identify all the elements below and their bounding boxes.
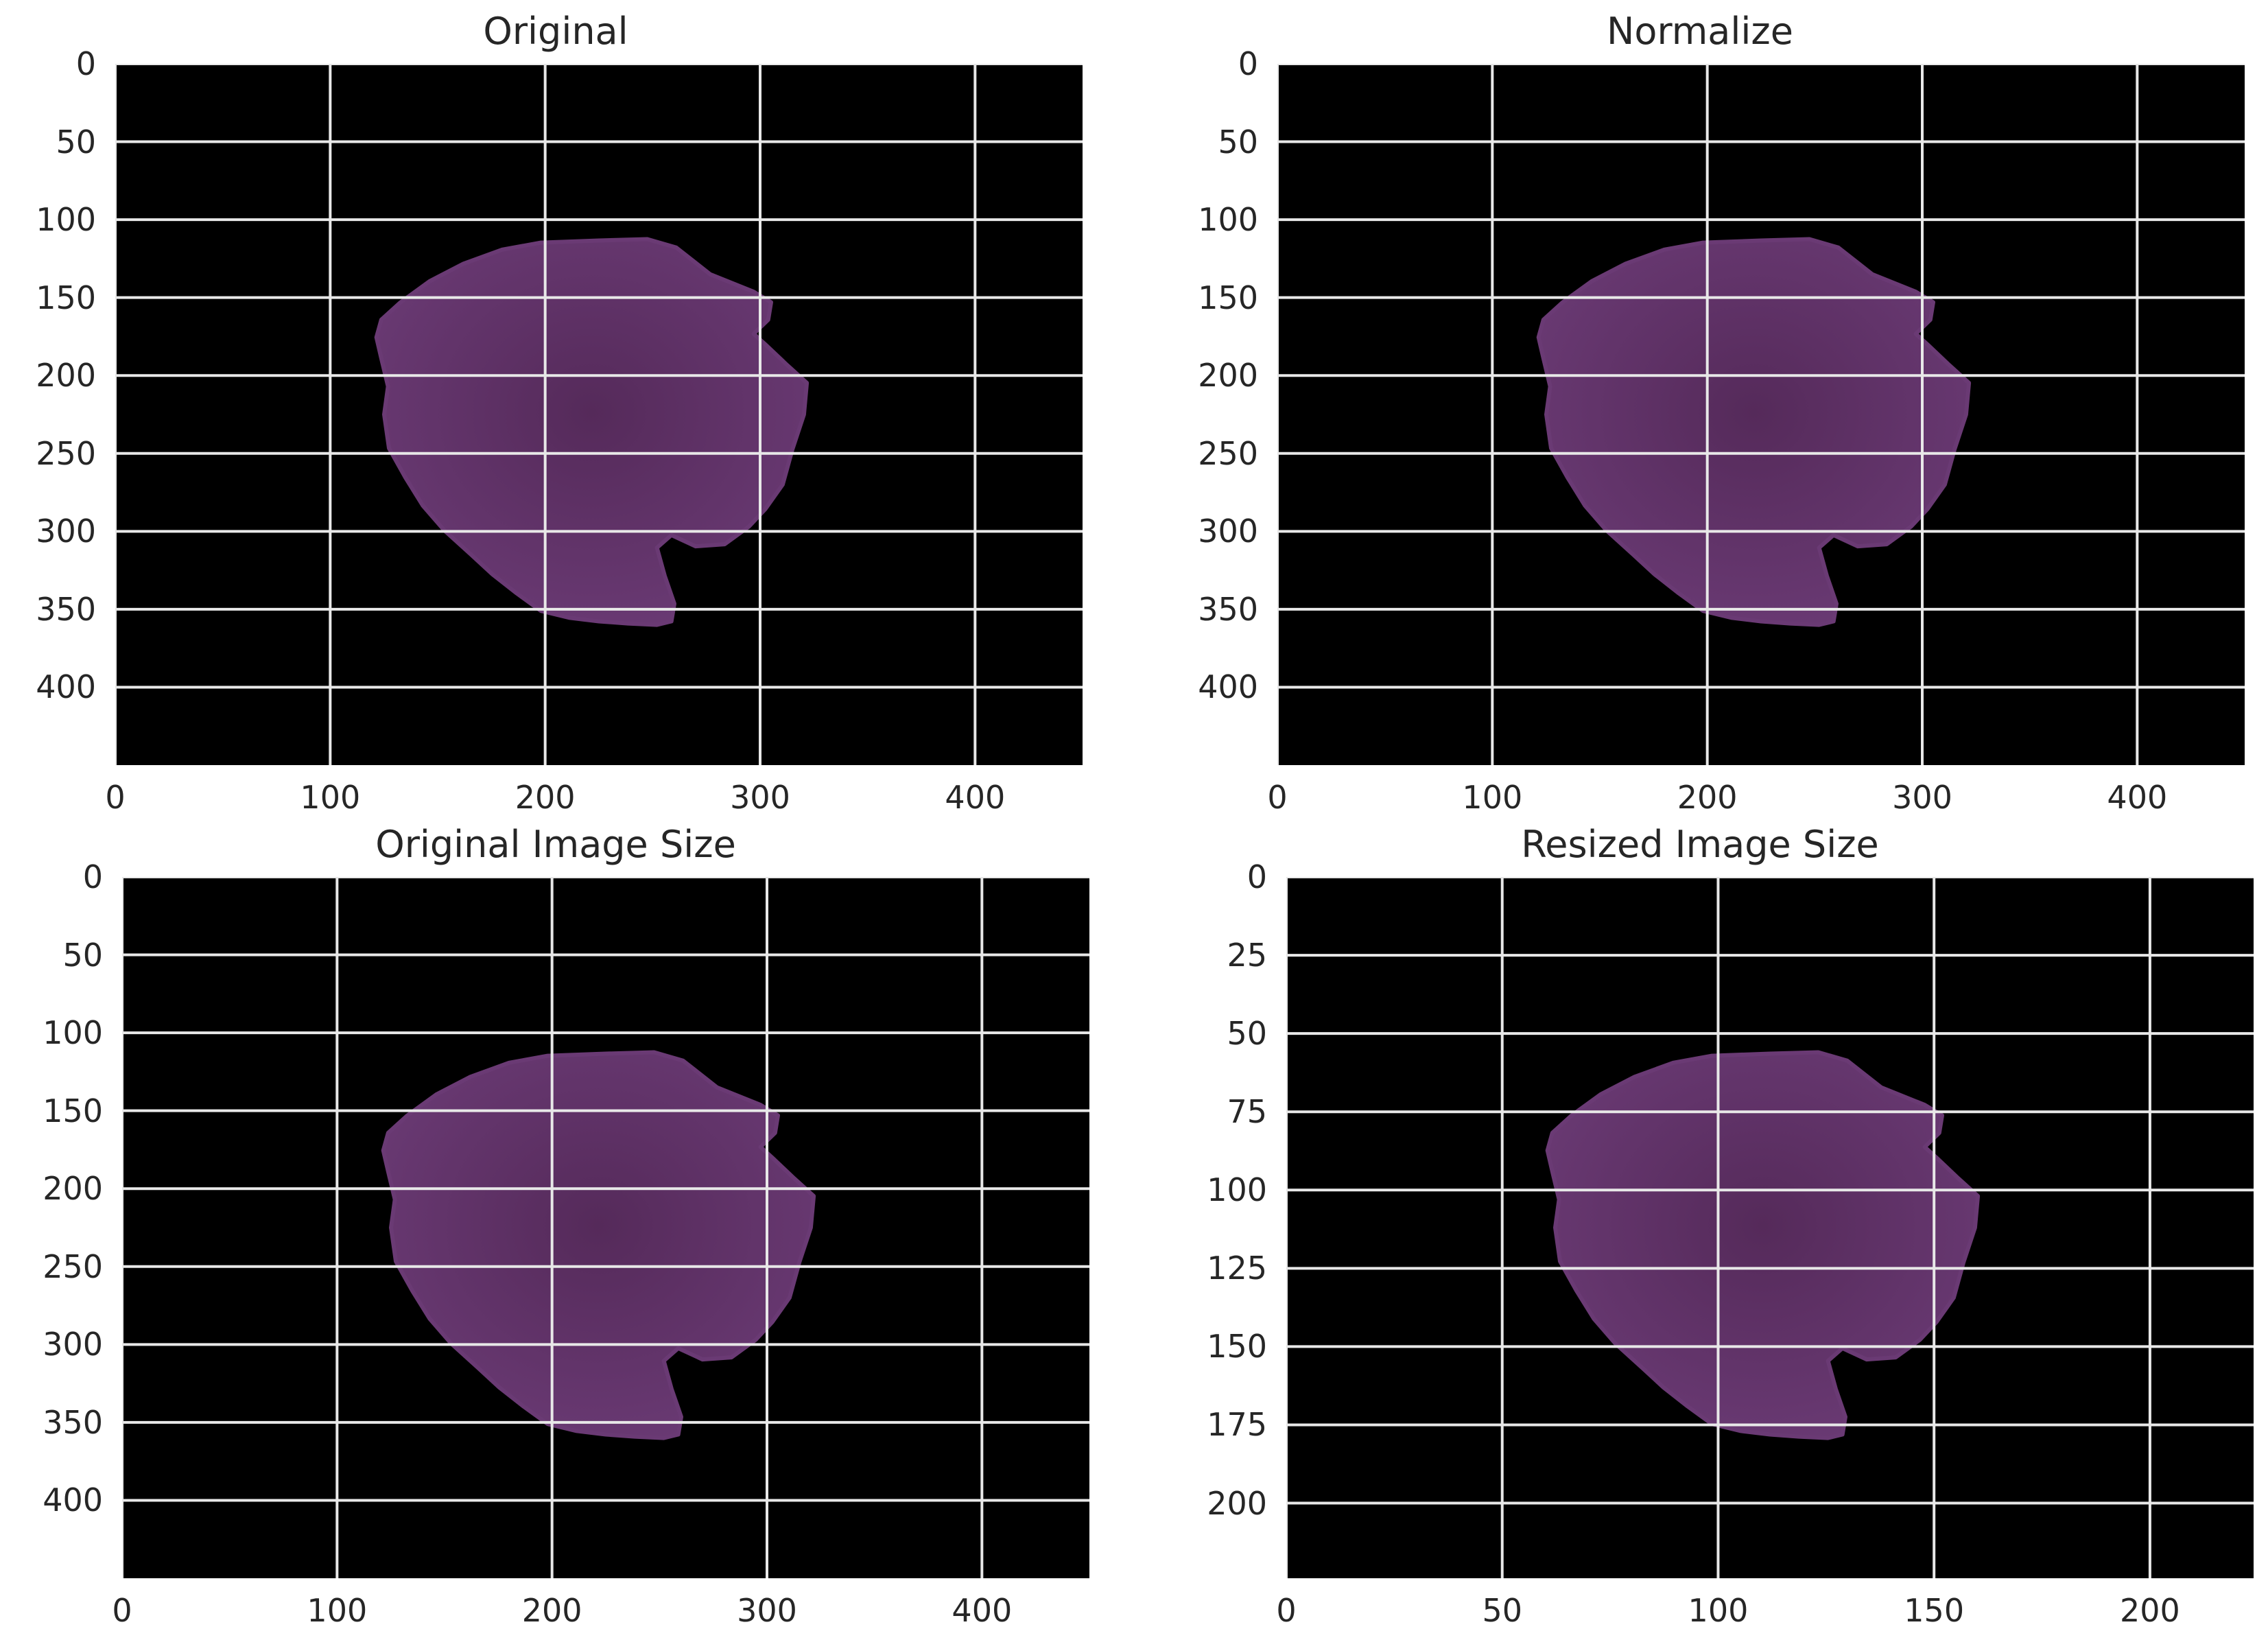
x-tick-label: 100 [300, 779, 361, 816]
y-tick-label: 200 [1207, 1484, 1267, 1522]
y-tick-label: 50 [62, 936, 103, 974]
y-tick-label: 250 [1198, 434, 1258, 472]
image-canvas [1286, 877, 2254, 1578]
y-tick-label: 0 [75, 45, 96, 82]
x-tick-label: 400 [945, 779, 1006, 816]
y-tick-label: 0 [1247, 858, 1267, 895]
image-canvas [115, 64, 1083, 765]
blood-cell [381, 1050, 816, 1440]
x-tick-label: 300 [730, 779, 790, 816]
x-tick-label: 200 [521, 1592, 582, 1629]
y-tick-label: 50 [56, 123, 96, 161]
y-tick-label: 200 [1198, 357, 1258, 395]
y-tick-label: 300 [43, 1326, 103, 1363]
x-tick-label: 100 [1688, 1592, 1749, 1629]
y-tick-label: 25 [1227, 937, 1267, 974]
y-tick-label: 250 [43, 1247, 103, 1285]
x-tick-label: 50 [1482, 1592, 1522, 1629]
y-tick-label: 100 [43, 1014, 103, 1052]
x-tick-label: 0 [112, 1592, 132, 1629]
y-tick-label: 100 [1198, 201, 1258, 239]
y-tick-label: 300 [1198, 513, 1258, 550]
y-tick-label: 150 [1198, 279, 1258, 316]
panel-title: Resized Image Size [1521, 823, 1879, 866]
panel-title: Original Image Size [375, 823, 736, 866]
y-tick-label: 350 [36, 590, 96, 628]
y-tick-label: 250 [36, 434, 96, 472]
y-tick-label: 150 [43, 1092, 103, 1129]
y-tick-label: 75 [1227, 1093, 1267, 1131]
x-tick-label: 400 [2107, 779, 2168, 816]
y-tick-label: 0 [1238, 45, 1258, 82]
image-canvas [1277, 64, 2245, 765]
panel-resized-image-size: Resized Image Size 0 25 50 75 100 125 150 175 20… [1132, 813, 2268, 1640]
y-tick-label: 100 [1207, 1171, 1267, 1209]
y-tick-label: 50 [1218, 123, 1258, 161]
x-tick-label: 200 [2120, 1592, 2180, 1629]
x-tick-label: 400 [952, 1592, 1013, 1629]
image-canvas [122, 877, 1089, 1578]
y-tick-label: 50 [1227, 1015, 1267, 1053]
x-tick-label: 300 [1892, 779, 1952, 816]
y-tick-label: 300 [36, 513, 96, 550]
panel-title: Original [483, 10, 628, 53]
x-tick-label: 100 [1462, 779, 1523, 816]
image-axes [115, 64, 1083, 765]
y-tick-label: 200 [43, 1170, 103, 1208]
y-tick-label: 400 [1198, 668, 1258, 706]
image-axes [1277, 64, 2245, 765]
panel-title: Normalize [1607, 10, 1793, 53]
panel-normalize: Normalize 0 50 100 150 200 250 300 350 400 0 100 20… [1132, 0, 2268, 813]
y-tick-label: 150 [36, 279, 96, 316]
blood-cell [1536, 237, 1972, 627]
y-tick-label: 175 [1207, 1406, 1267, 1444]
y-tick-label: 125 [1207, 1250, 1267, 1287]
y-tick-label: 0 [82, 858, 103, 895]
blood-cell [374, 237, 810, 627]
x-tick-label: 300 [737, 1592, 797, 1629]
x-tick-label: 0 [105, 779, 126, 816]
y-tick-label: 150 [1207, 1328, 1267, 1366]
y-tick-label: 100 [36, 201, 96, 239]
blood-cell [1545, 1050, 1981, 1440]
x-tick-label: 150 [1904, 1592, 1965, 1629]
x-tick-label: 100 [307, 1592, 368, 1629]
y-tick-label: 350 [1198, 590, 1258, 628]
y-tick-label: 350 [43, 1403, 103, 1441]
y-tick-label: 400 [36, 668, 96, 706]
image-axes [1286, 877, 2254, 1578]
x-tick-label: 200 [1677, 779, 1738, 816]
x-tick-label: 0 [1276, 1592, 1297, 1629]
image-axes [122, 877, 1089, 1578]
panel-original-image-size: Original Image Size 0 50 100 150 200 250 300 35… [0, 813, 1111, 1640]
panel-original: Original 0 50 100 150 200 250 300 350 400 0 100 200… [0, 0, 1111, 813]
y-tick-label: 200 [36, 357, 96, 395]
x-tick-label: 200 [515, 779, 576, 816]
x-tick-label: 0 [1267, 779, 1288, 816]
y-tick-label: 400 [43, 1481, 103, 1519]
